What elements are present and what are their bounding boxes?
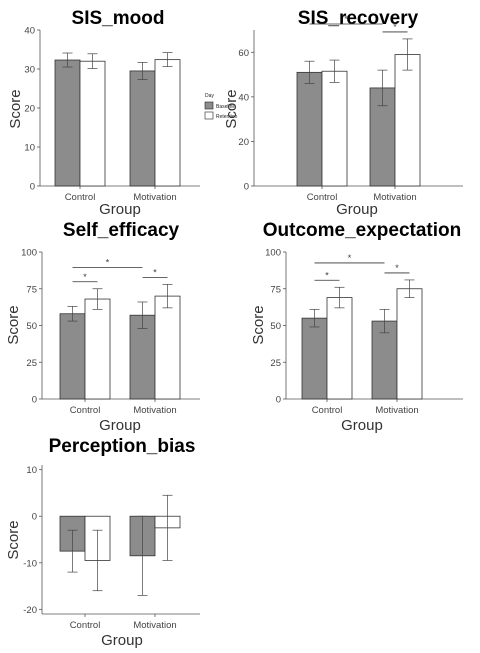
- y-tick-label: 0: [32, 395, 37, 406]
- panel-sis-recovery: SIS_recovery Score Group 0 20 40 60 Control M…: [223, 8, 463, 218]
- y-tick-label: -10: [23, 558, 37, 569]
- bar-retention: [154, 59, 181, 187]
- significance-star: *: [393, 22, 397, 33]
- y-tick-label: 100: [21, 248, 37, 259]
- y-axis-label: Score: [223, 89, 240, 128]
- bar-retention: [394, 54, 421, 187]
- legend: Day Baseline Retention: [204, 93, 238, 120]
- bar-retention: [326, 297, 353, 400]
- y-axis-label: Score: [7, 89, 24, 128]
- bar-retention: [79, 60, 106, 187]
- y-tick-label: -20: [23, 605, 37, 616]
- x-axis-label: Group: [336, 201, 378, 218]
- bar-baseline: [301, 317, 328, 400]
- x-tick-label: Control: [70, 620, 101, 631]
- panel-title: Self_efficacy: [63, 220, 180, 241]
- significance-star: *: [344, 14, 348, 25]
- y-tick-label: 30: [24, 65, 35, 76]
- significance-star: *: [395, 263, 399, 274]
- y-tick-label: 10: [24, 143, 35, 154]
- x-tick-label: Control: [65, 192, 96, 203]
- panel-outcome-expectation: Outcome_expectation Score Group 0 25 50 75 1…: [250, 220, 463, 434]
- panel-title: Outcome_expectation: [263, 220, 462, 241]
- y-tick-label: 40: [238, 92, 249, 103]
- plot-area: 0 25 50 75 100 Control Motivation * * *: [21, 248, 200, 416]
- significance-star: *: [325, 270, 329, 281]
- legend-title: Day: [205, 93, 214, 99]
- y-tick-label: 20: [238, 137, 249, 148]
- plot-area: 0 25 50 75 100 Control Motivation * * *: [265, 248, 463, 416]
- legend-swatch-retention: [204, 111, 214, 120]
- x-axis-label: Group: [101, 632, 143, 649]
- panel-sis-mood: SIS_mood Score Group 0 10 20 30 40 Control Mot…: [7, 8, 200, 218]
- y-tick-label: 40: [24, 26, 35, 37]
- plot-area: 0 20 40 60 Control Motivation * *: [238, 14, 463, 203]
- x-tick-label: Motivation: [133, 620, 176, 631]
- x-tick-label: Control: [70, 405, 101, 416]
- y-tick-label: 20: [24, 104, 35, 115]
- y-tick-label: 10: [26, 465, 37, 476]
- bar-retention: [154, 295, 181, 400]
- x-tick-label: Control: [312, 405, 343, 416]
- panel-title: SIS_mood: [72, 8, 165, 29]
- x-axis-label: Group: [99, 201, 141, 218]
- panel-perception-bias: Perception_bias Score Group -20 -10 0 10 Con…: [5, 436, 200, 649]
- y-tick-label: 75: [26, 284, 37, 295]
- x-axis-label: Group: [99, 417, 141, 434]
- x-tick-label: Motivation: [373, 192, 416, 203]
- y-tick-label: 60: [238, 48, 249, 59]
- significance-star: *: [348, 253, 352, 264]
- x-tick-label: Motivation: [375, 405, 418, 416]
- bar-baseline: [129, 70, 156, 187]
- y-tick-label: 25: [270, 358, 281, 369]
- y-tick-label: 50: [26, 321, 37, 332]
- x-axis-label: Group: [341, 417, 383, 434]
- plot-area: -20 -10 0 10 Control Motivation: [23, 465, 200, 631]
- x-tick-label: Motivation: [133, 405, 176, 416]
- panel-title: SIS_recovery: [298, 8, 419, 29]
- significance-star: *: [83, 272, 87, 283]
- legend-label-retention: Retention: [216, 114, 238, 120]
- significance-star: *: [106, 257, 110, 268]
- y-axis-label: Score: [5, 305, 22, 344]
- y-tick-label: 0: [30, 182, 35, 193]
- bar-baseline: [54, 59, 81, 187]
- significance-star: *: [153, 267, 157, 278]
- y-axis-label: Score: [250, 305, 267, 344]
- panel-self-efficacy: Self_efficacy Score Group 0 25 50 75 100 Cont…: [5, 220, 200, 434]
- y-tick-label: 100: [265, 248, 281, 259]
- x-tick-label: Motivation: [133, 192, 176, 203]
- y-tick-label: 50: [270, 321, 281, 332]
- legend-label-baseline: Baseline: [216, 104, 235, 110]
- y-tick-label: 75: [270, 284, 281, 295]
- y-tick-label: 0: [244, 182, 249, 193]
- bar-retention: [396, 288, 423, 400]
- x-tick-label: Control: [307, 192, 338, 203]
- y-tick-label: 25: [26, 358, 37, 369]
- panel-title: Perception_bias: [49, 436, 196, 457]
- bar-retention: [321, 70, 348, 187]
- y-tick-label: 0: [32, 512, 37, 523]
- legend-swatch-baseline: [204, 101, 214, 110]
- plot-area: 0 10 20 30 40 Control Motivation: [24, 26, 200, 203]
- bar-baseline: [371, 320, 398, 400]
- y-axis-label: Score: [5, 520, 22, 559]
- bar-retention: [84, 298, 111, 400]
- bar-baseline: [59, 313, 86, 400]
- bar-baseline: [296, 71, 323, 187]
- y-tick-label: 0: [276, 395, 281, 406]
